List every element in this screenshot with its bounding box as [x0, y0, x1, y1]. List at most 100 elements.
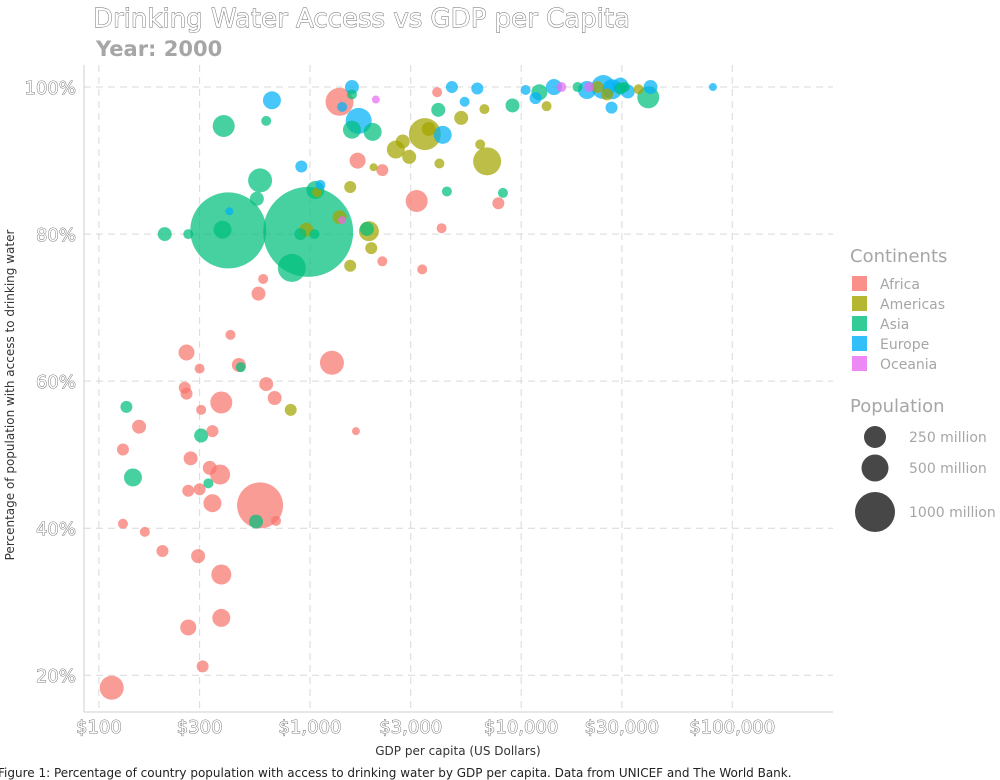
data-point-africa — [196, 660, 209, 673]
x-axis-title: GDP per capita (US Dollars) — [375, 744, 540, 758]
data-point-europe — [545, 79, 562, 96]
data-point-asia — [249, 191, 264, 206]
data-point-asia — [619, 82, 630, 93]
data-point-americas — [591, 81, 604, 94]
data-point-africa — [432, 87, 443, 98]
legend-label-africa: Africa — [880, 277, 920, 293]
data-point-europe — [529, 92, 542, 105]
data-point-americas — [365, 242, 378, 255]
data-point-africa — [211, 564, 232, 585]
data-point-americas — [344, 259, 357, 272]
data-point-asia — [157, 227, 172, 242]
data-point-africa — [178, 344, 195, 361]
data-point-africa — [351, 427, 360, 436]
y-tick-label: 20% — [36, 666, 76, 687]
y-tick-label: 60% — [36, 372, 76, 393]
data-point-asia — [342, 120, 361, 139]
data-point-africa — [196, 404, 207, 415]
data-point-asia — [505, 98, 520, 113]
x-tick-label: $3,000 — [379, 717, 442, 738]
data-point-africa — [417, 264, 428, 275]
population-legend-circle — [864, 426, 886, 448]
population-legend-circle — [861, 454, 889, 482]
data-point-asia — [363, 122, 382, 141]
x-tick-label: $30,000 — [585, 717, 659, 738]
data-point-europe — [445, 81, 458, 94]
data-point-asia — [213, 220, 232, 239]
data-point-africa — [203, 494, 222, 513]
data-point-africa — [178, 381, 191, 394]
data-point-europe — [295, 160, 308, 173]
data-point-africa — [492, 197, 505, 210]
data-point-asia — [497, 187, 508, 198]
y-tick-label: 40% — [36, 519, 76, 540]
data-point-europe — [344, 80, 359, 95]
legend-label-asia: Asia — [880, 317, 909, 333]
legend-label-americas: Americas — [880, 297, 945, 313]
data-point-europe — [315, 179, 326, 190]
data-point-africa — [271, 515, 282, 526]
data-point-africa — [180, 619, 197, 636]
chart-subtitle: Year: 2000 — [95, 37, 222, 61]
data-point-asia — [346, 89, 357, 100]
legend-swatch-asia — [852, 316, 867, 331]
population-legend-label: 250 million — [909, 430, 987, 446]
data-point-asia — [123, 468, 142, 487]
data-point-asia — [248, 168, 273, 193]
data-point-africa — [251, 286, 266, 301]
data-point-europe — [225, 207, 234, 216]
y-tick-label: 100% — [25, 78, 76, 99]
data-point-africa — [156, 544, 169, 557]
data-point-americas — [541, 101, 552, 112]
data-point-asia — [277, 253, 306, 282]
data-point-oceania — [556, 82, 567, 93]
data-point-europe — [459, 96, 470, 107]
data-point-africa — [436, 223, 447, 234]
data-point-americas — [395, 134, 410, 149]
data-point-oceania — [584, 82, 595, 93]
data-point-africa — [132, 419, 147, 434]
figure-caption: Figure 1: Percentage of country populati… — [0, 766, 792, 780]
data-point-americas — [475, 139, 486, 150]
data-point-africa — [99, 675, 124, 700]
data-point-asia — [212, 115, 235, 138]
y-axis-title: Percentage of population with access to … — [3, 230, 17, 561]
data-point-asia — [183, 229, 194, 240]
legend-swatch-europe — [852, 336, 867, 351]
data-point-americas — [434, 158, 445, 169]
data-point-africa — [194, 363, 205, 374]
x-tick-label: $1,000 — [279, 717, 342, 738]
data-point-asia — [249, 514, 264, 529]
continents-legend-items: Africa Americas Asia Europe Oceania — [852, 276, 945, 373]
data-points — [99, 75, 717, 700]
chart-title: Drinking Water Access vs GDP per Capita — [93, 4, 630, 34]
data-point-europe — [708, 83, 717, 92]
legend-swatch-americas — [852, 296, 867, 311]
data-point-americas — [402, 149, 417, 164]
data-point-oceania — [338, 216, 347, 225]
legend-label-oceania: Oceania — [880, 357, 937, 373]
data-point-asia — [431, 102, 446, 117]
data-point-asia — [309, 229, 320, 240]
x-tick-label: $10,000 — [484, 717, 558, 738]
data-point-oceania — [371, 95, 380, 104]
data-point-americas — [633, 84, 644, 95]
x-tick-label: $100,000 — [689, 717, 775, 738]
data-point-asia — [294, 228, 307, 241]
x-tick-labels: $100 $300 $1,000 $3,000 $10,000 $30,000 $100,0… — [76, 717, 776, 739]
data-point-africa — [139, 526, 150, 537]
data-point-europe — [520, 84, 531, 95]
continents-legend-title: Continents — [850, 246, 947, 267]
continents-legend: Continents Africa Americas Asia Europe Ocean… — [850, 246, 947, 373]
population-legend-label: 1000 million — [909, 505, 996, 521]
x-tick-label: $100 — [76, 717, 122, 738]
legend-swatch-oceania — [852, 356, 867, 371]
data-point-americas — [479, 104, 490, 115]
data-point-americas — [454, 110, 469, 125]
population-legend-title: Population — [850, 396, 945, 417]
data-point-africa — [376, 164, 389, 177]
y-tick-label: 80% — [36, 225, 76, 246]
data-point-africa — [405, 190, 428, 213]
data-point-africa — [117, 518, 128, 529]
